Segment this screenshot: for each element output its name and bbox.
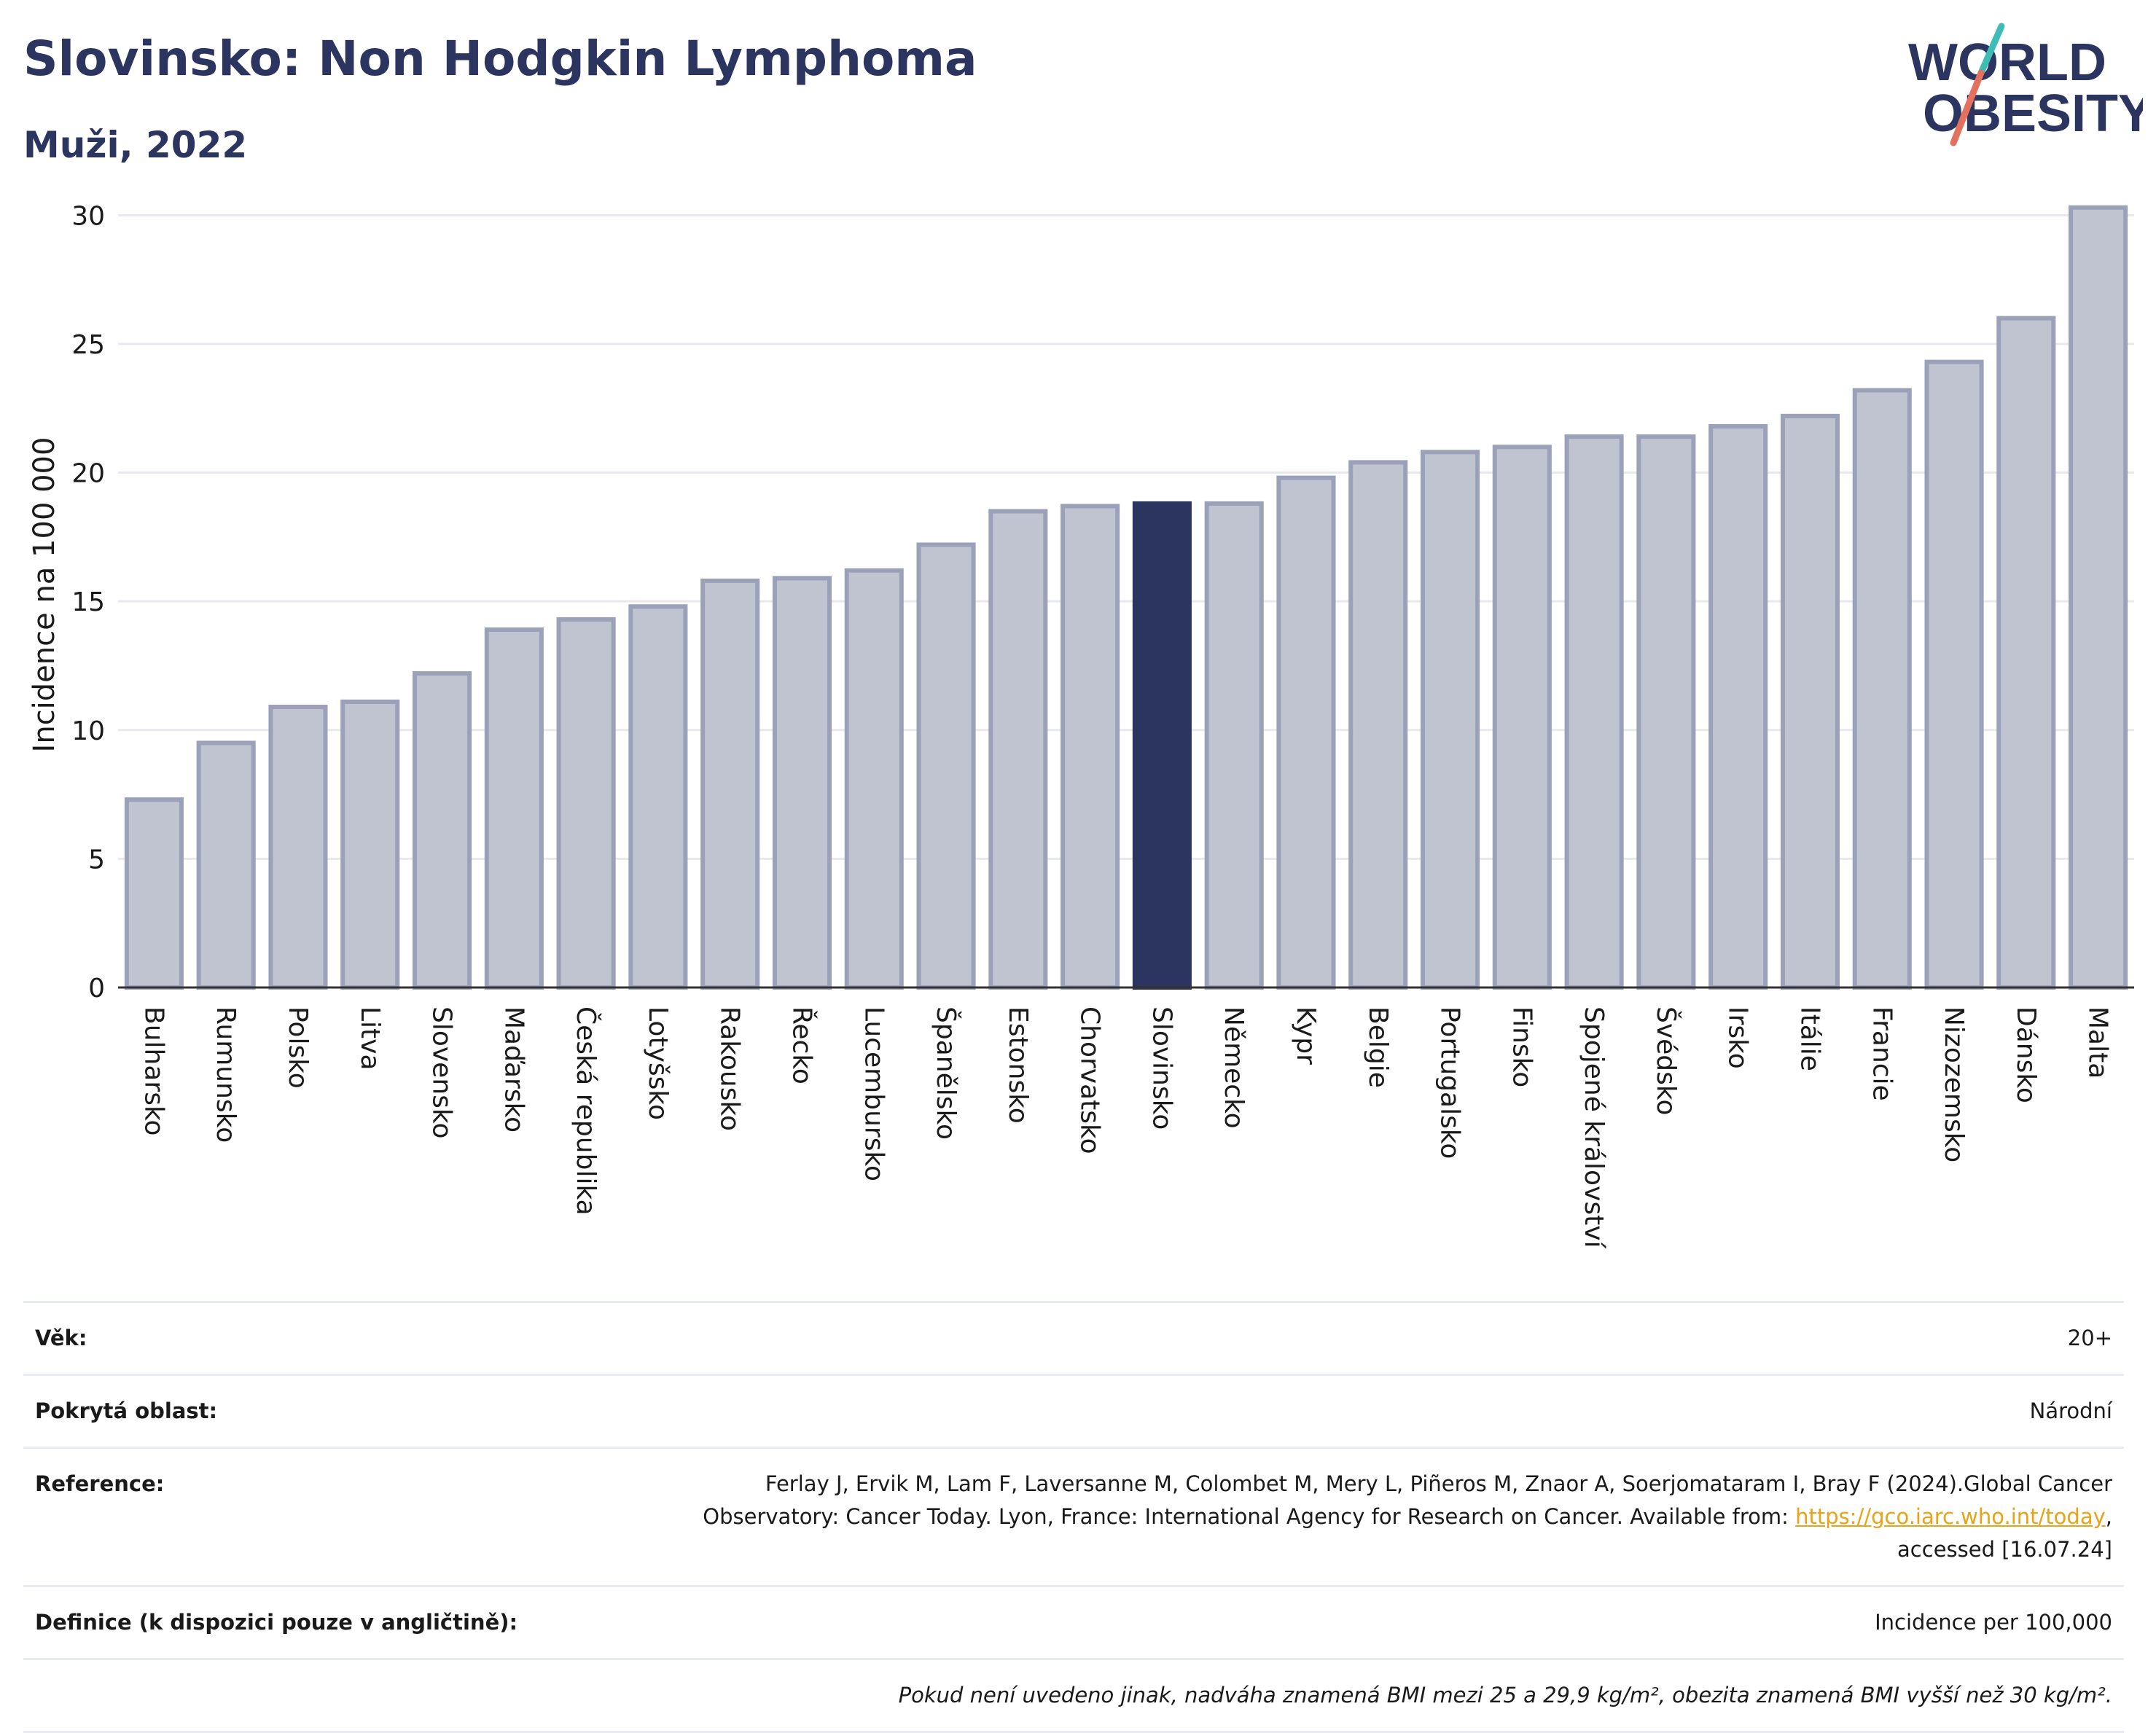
- bar-chart: 0 5 10 15 20 25 30 Bulharsko Rumunsko Polsko Litv…: [28, 201, 2134, 1249]
- x-tick-label: Lotyšsko: [643, 1006, 673, 1120]
- bar-Slovensko: [412, 671, 472, 990]
- x-tick-label: Česká republika: [571, 1006, 601, 1216]
- x-tick-label: Litva: [355, 1006, 385, 1071]
- logo-slash-teal: [1977, 23, 2005, 77]
- bar-Spojené království: [1564, 434, 1624, 990]
- age-value: 20+: [557, 1301, 2124, 1375]
- reference-link[interactable]: https://gco.iarc.who.int/today: [1795, 1504, 2106, 1529]
- x-tick-label: Polsko: [283, 1006, 313, 1089]
- info-row-reference: Reference: Ferlay J, Ervik M, Lam F, Lav…: [23, 1447, 2124, 1587]
- bar-Lotyšsko: [628, 604, 688, 990]
- info-table: Věk: 20+ Pokrytá oblast: Národní Referen…: [23, 1301, 2124, 1733]
- bar-Malta: [2069, 205, 2128, 990]
- x-tick-label: Malta: [2083, 1006, 2113, 1079]
- chart-subtitle: Muži, 2022: [23, 124, 248, 166]
- info-row-definition: Definice (k dispozici pouze v angličtině…: [23, 1585, 2124, 1659]
- x-tick-label: Slovinsko: [1147, 1006, 1176, 1130]
- area-value: Národní: [557, 1374, 2124, 1448]
- y-tick-label: 30: [71, 201, 105, 231]
- x-tick-label: Irsko: [1723, 1006, 1753, 1069]
- bar-Estonsko: [988, 509, 1048, 990]
- bar-Portugalsko: [1420, 450, 1480, 990]
- reference-text-3: ,: [2105, 1504, 2112, 1529]
- x-tick-label: Dánsko: [2011, 1006, 2041, 1103]
- bar-Švédsko: [1636, 434, 1696, 990]
- age-label: Věk:: [23, 1301, 557, 1375]
- bar-Řecko: [772, 576, 832, 990]
- info-row-age: Věk: 20+: [23, 1301, 2124, 1375]
- reference-text-4: accessed [16.07.24]: [1897, 1537, 2112, 1562]
- x-tick-label: Estonsko: [1003, 1006, 1033, 1124]
- area-label: Pokrytá oblast:: [23, 1374, 557, 1448]
- footnote: Pokud není uvedeno jinak, nadváha znamen…: [23, 1658, 2124, 1733]
- x-tick-label: Slovensko: [427, 1006, 457, 1139]
- y-axis-ticks: 0 5 10 15 20 25 30: [71, 201, 105, 1004]
- bar-Bulharsko: [124, 797, 184, 990]
- y-tick-label: 0: [88, 974, 105, 1004]
- x-tick-label: Chorvatsko: [1075, 1006, 1105, 1154]
- y-tick-label: 15: [71, 587, 105, 617]
- x-tick-label: Německo: [1219, 1006, 1249, 1129]
- chart-title: Slovinsko: Non Hodgkin Lymphoma: [23, 31, 977, 87]
- y-tick-label: 5: [88, 845, 105, 875]
- x-tick-label: Itálie: [1794, 1006, 1824, 1071]
- bar-Maďarsko: [484, 627, 544, 990]
- x-tick-label: Bulharsko: [138, 1006, 168, 1136]
- x-tick-label: Belgie: [1363, 1006, 1393, 1088]
- x-tick-label: Rakousko: [715, 1006, 745, 1131]
- x-tick-label: Rumunsko: [211, 1006, 241, 1143]
- bar-Chorvatsko: [1061, 504, 1120, 990]
- bar-Francie: [1852, 388, 1912, 990]
- bar-Česká republika: [556, 617, 616, 990]
- x-tick-label: Maďarsko: [499, 1006, 528, 1132]
- x-tick-label: Spojené království: [1579, 1006, 1609, 1249]
- definition-value: Incidence per 100,000: [557, 1585, 2124, 1659]
- bar-Nizozemsko: [1924, 359, 1984, 990]
- bar-Itálie: [1780, 413, 1840, 990]
- x-tick-label: Švédsko: [1651, 1006, 1682, 1116]
- info-row-area: Pokrytá oblast: Národní: [23, 1374, 2124, 1448]
- bar-Slovinsko: [1132, 501, 1192, 990]
- bar-Lucembursko: [844, 568, 904, 990]
- x-tick-label: Kypr: [1291, 1006, 1321, 1065]
- x-tick-label: Řecko: [786, 1006, 817, 1084]
- logo-text-world: WORLD: [1908, 34, 2106, 92]
- world-obesity-logo: WORLD OBESITY: [1908, 23, 2143, 146]
- bar-Belgie: [1348, 460, 1408, 990]
- x-tick-label: Francie: [1867, 1006, 1897, 1101]
- x-tick-label: Nizozemsko: [1939, 1006, 1969, 1162]
- bar-Rumunsko: [196, 740, 256, 990]
- info-row-footnote: Pokud není uvedeno jinak, nadváha znamen…: [23, 1658, 2124, 1733]
- x-tick-label: Španělsko: [931, 1006, 961, 1140]
- y-axis-label: Incidence na 100 000: [28, 437, 61, 753]
- x-tick-label: Portugalsko: [1435, 1006, 1465, 1159]
- bar-Německo: [1204, 501, 1264, 990]
- bar-Rakousko: [700, 578, 760, 990]
- bar-Finsko: [1492, 445, 1552, 990]
- bars: [124, 205, 2128, 990]
- y-tick-label: 10: [71, 716, 105, 746]
- y-tick-label: 20: [71, 459, 105, 489]
- reference-value: Ferlay J, Ervik M, Lam F, Laversanne M, …: [557, 1447, 2124, 1587]
- bar-Litva: [340, 699, 400, 990]
- reference-text-2: Observatory: Cancer Today. Lyon, France:…: [703, 1504, 1796, 1529]
- bar-Polsko: [268, 704, 328, 990]
- bar-Španělsko: [916, 542, 976, 990]
- reference-label: Reference:: [23, 1447, 557, 1587]
- bar-Irsko: [1708, 423, 1768, 990]
- y-tick-label: 25: [71, 330, 105, 360]
- x-axis-ticks: Bulharsko Rumunsko Polsko Litva Slovensko Maď…: [138, 1006, 2112, 1249]
- reference-text-1: Ferlay J, Ervik M, Lam F, Laversanne M, …: [765, 1471, 2112, 1496]
- bar-Dánsko: [1996, 316, 2056, 990]
- x-tick-label: Finsko: [1507, 1006, 1536, 1087]
- logo-slash-coral: [1950, 69, 1985, 146]
- bar-Kypr: [1276, 475, 1336, 990]
- definition-label: Definice (k dispozici pouze v angličtině…: [23, 1585, 557, 1659]
- x-tick-label: Lucembursko: [859, 1006, 888, 1181]
